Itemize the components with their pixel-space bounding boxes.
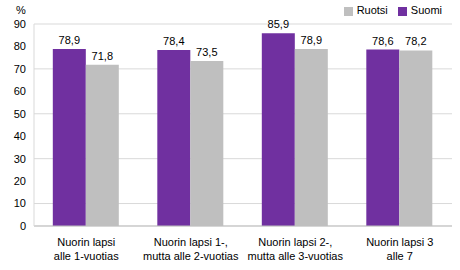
svg-text:80: 80 — [14, 40, 26, 52]
svg-text:30: 30 — [14, 153, 26, 165]
svg-text:78,2: 78,2 — [405, 35, 426, 47]
svg-text:70: 70 — [14, 63, 26, 75]
svg-text:40: 40 — [14, 130, 26, 142]
svg-text:mutta alle 2-vuotias: mutta alle 2-vuotias — [143, 250, 239, 262]
svg-text:78,4: 78,4 — [163, 35, 184, 47]
svg-text:Nuorin lapsi: Nuorin lapsi — [57, 236, 115, 248]
svg-text:78,9: 78,9 — [301, 34, 322, 46]
svg-text:Nuorin lapsi 1-,: Nuorin lapsi 1-, — [154, 236, 228, 248]
html-text:Ruotsi: Ruotsi — [356, 4, 388, 16]
svg-text:Nuorin lapsi 3: Nuorin lapsi 3 — [366, 236, 433, 248]
svg-text:60: 60 — [14, 85, 26, 97]
html-text:Suomi: Suomi — [410, 4, 442, 16]
svg-text:71,8: 71,8 — [92, 50, 113, 62]
svg-text:20: 20 — [14, 175, 26, 187]
svg-text:alle 1-vuotias: alle 1-vuotias — [54, 250, 119, 262]
svg-text:78,6: 78,6 — [372, 35, 393, 47]
svg-text:73,5: 73,5 — [196, 46, 217, 58]
svg-text:Nuorin lapsi 2-,: Nuorin lapsi 2-, — [258, 236, 332, 248]
svg-text:0: 0 — [20, 220, 26, 232]
svg-text:78,9: 78,9 — [59, 34, 80, 46]
svg-text:alle 7: alle 7 — [387, 250, 413, 262]
svg-text:10: 10 — [14, 197, 26, 209]
svg-text:90: 90 — [14, 18, 26, 30]
svg-text:50: 50 — [14, 108, 26, 120]
svg-text:mutta alle 3-vuotias: mutta alle 3-vuotias — [248, 250, 344, 262]
svg-text:85,9: 85,9 — [268, 18, 289, 30]
